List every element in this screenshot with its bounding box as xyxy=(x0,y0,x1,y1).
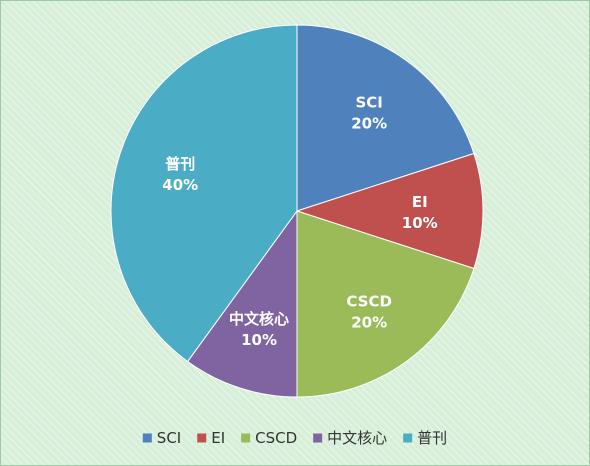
slice-value-label: 10% xyxy=(241,331,277,349)
pie-slice-ei xyxy=(295,152,484,270)
legend-item: CSCD xyxy=(241,429,297,447)
legend-item: SCI xyxy=(142,429,181,447)
legend-swatch xyxy=(197,433,207,443)
legend-item: 普刊 xyxy=(403,429,447,447)
legend-label: CSCD xyxy=(255,429,297,447)
slice-value-label: 20% xyxy=(351,313,387,331)
legend-label: EI xyxy=(211,429,225,447)
legend: SCI EI CSCD 中文核心 普刊 xyxy=(142,429,447,447)
legend-swatch xyxy=(403,433,413,443)
slice-value-label: 20% xyxy=(351,115,387,133)
pie-slice-item-3 xyxy=(186,209,298,398)
slice-category-label: EI xyxy=(412,193,428,211)
slice-labels: SCI 20% EI 10% CSCD 20% 中文核心 10% 普刊 40% xyxy=(162,94,437,349)
slice-category-label: SCI xyxy=(355,94,382,112)
pie-slice-sci xyxy=(296,24,475,212)
legend-label: 普刊 xyxy=(417,429,447,447)
pie-slice-item-4 xyxy=(110,24,298,363)
slice-value-label: 10% xyxy=(402,214,438,232)
legend-item: 中文核心 xyxy=(313,429,387,447)
slice-category-label: CSCD xyxy=(346,292,392,310)
slice-value-label: 40% xyxy=(162,176,198,194)
slice-category-label: 普刊 xyxy=(165,155,195,173)
legend-swatch xyxy=(142,433,152,443)
legend-label: SCI xyxy=(157,429,181,447)
slice-category-label: 中文核心 xyxy=(229,310,289,328)
legend-label: 中文核心 xyxy=(327,429,387,447)
legend-swatch xyxy=(241,433,251,443)
legend-item: EI xyxy=(197,429,225,447)
pie-slice-cscd xyxy=(296,210,475,398)
pie-slices xyxy=(110,24,484,398)
legend-swatch xyxy=(313,433,323,443)
